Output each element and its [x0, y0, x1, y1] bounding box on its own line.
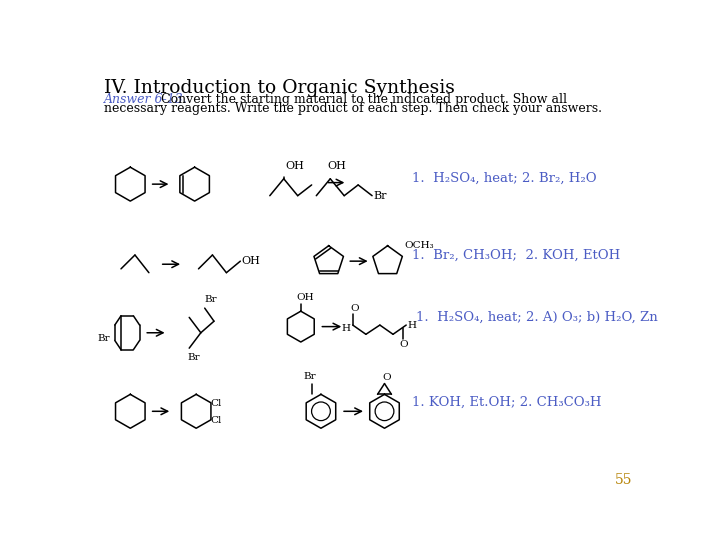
Text: 1. KOH, Et.OH; 2. CH₃CO₃H: 1. KOH, Et.OH; 2. CH₃CO₃H [412, 396, 601, 409]
Text: H: H [407, 321, 416, 329]
Text: Br: Br [374, 191, 387, 201]
Text: 1.  H₂SO₄, heat; 2. Br₂, H₂O: 1. H₂SO₄, heat; 2. Br₂, H₂O [412, 172, 596, 185]
Text: Cl: Cl [210, 416, 222, 425]
Text: necessary reagents. Write the product of each step. Then check your answers.: necessary reagents. Write the product of… [104, 102, 602, 115]
Text: Br: Br [304, 372, 317, 381]
Text: 1.  H₂SO₄, heat; 2. A) O₃; b) H₂O, Zn: 1. H₂SO₄, heat; 2. A) O₃; b) H₂O, Zn [415, 311, 657, 324]
Text: OH: OH [241, 256, 260, 266]
Text: O: O [399, 340, 408, 349]
Text: Br: Br [204, 294, 217, 303]
Text: Br: Br [188, 353, 200, 362]
Text: Br: Br [98, 334, 110, 343]
Text: Answer 6-13.: Answer 6-13. [104, 92, 188, 105]
Text: OH: OH [296, 293, 314, 302]
Text: IV. Introduction to Organic Synthesis: IV. Introduction to Organic Synthesis [104, 79, 455, 97]
Text: H: H [341, 323, 350, 333]
Text: Convert the starting material to the indicated product. Show all: Convert the starting material to the ind… [157, 92, 567, 105]
Text: OH: OH [285, 161, 304, 171]
Text: 55: 55 [615, 473, 632, 487]
Text: O: O [351, 303, 359, 313]
Text: O: O [382, 373, 391, 382]
Text: OH: OH [327, 161, 346, 171]
Text: 1.  Br₂, CH₃OH;  2. KOH, EtOH: 1. Br₂, CH₃OH; 2. KOH, EtOH [412, 248, 620, 261]
Text: Cl: Cl [210, 399, 222, 408]
Text: OCH₃: OCH₃ [405, 241, 434, 250]
